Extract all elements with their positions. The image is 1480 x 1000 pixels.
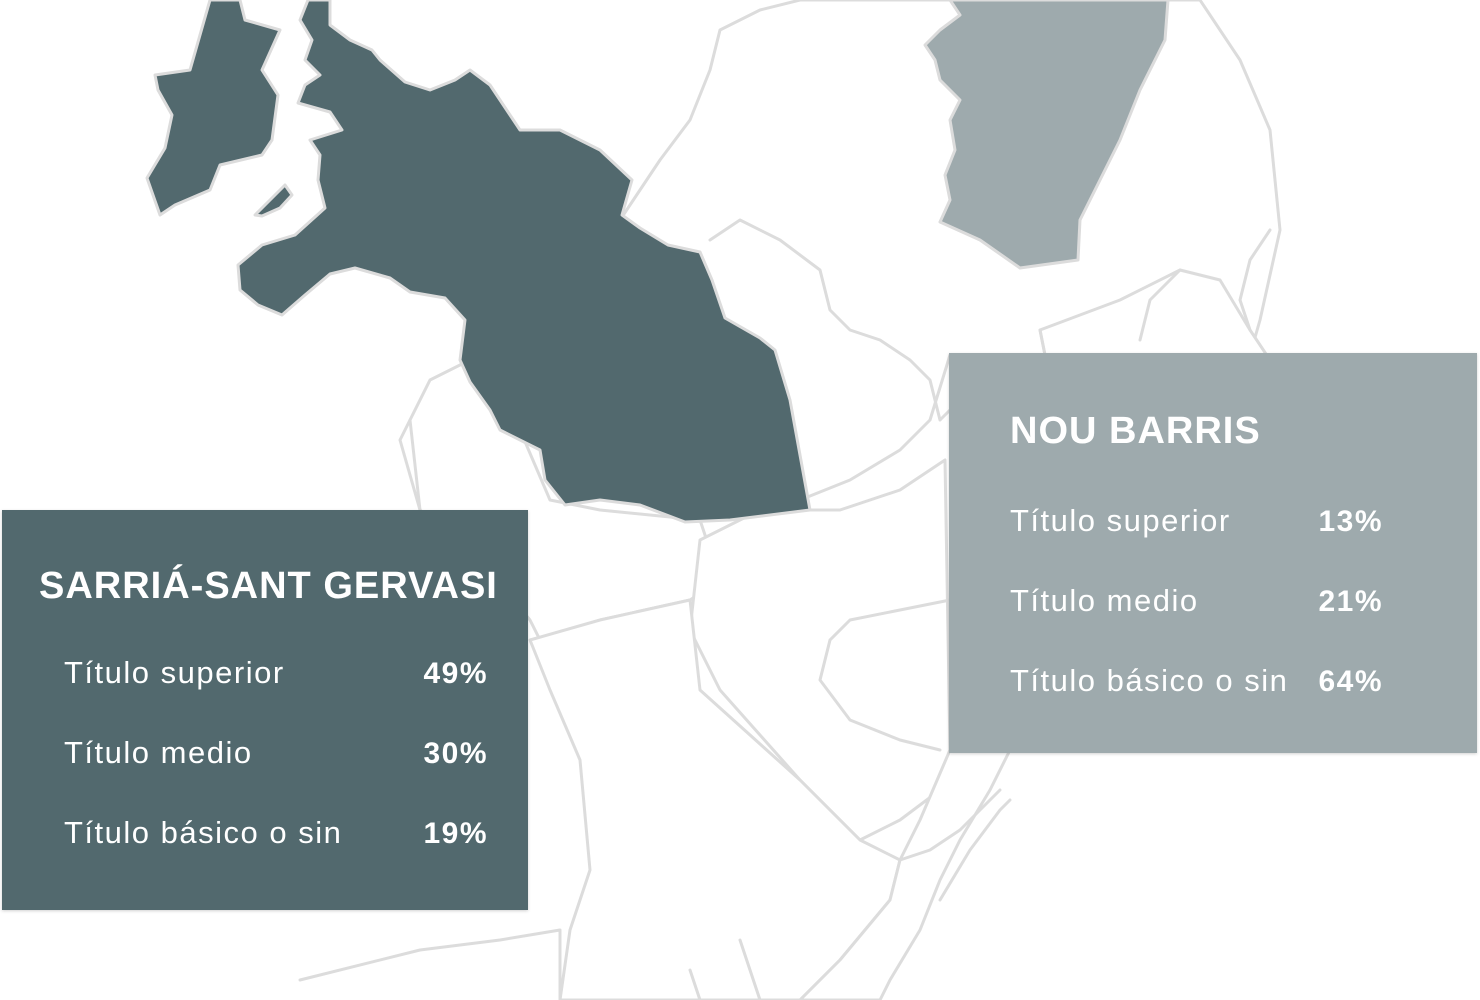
stat-label: Título superior [64, 655, 285, 690]
district-nou-barris[interactable] [923, 0, 1170, 270]
stat-row-titulo-medio: Título medio 21% [1010, 583, 1383, 623]
stat-label: Título básico o sin [64, 815, 343, 850]
district-inlet-islet [253, 183, 294, 218]
card-title: SARRIÁ-SANT GERVASI [39, 565, 498, 607]
stat-row-titulo-superior: Título superior 13% [1010, 503, 1383, 543]
stat-row-titulo-basico: Título básico o sin 19% [64, 815, 488, 855]
stat-row-titulo-superior: Título superior 49% [64, 655, 488, 695]
stat-value: 19% [423, 817, 488, 850]
stat-label: Título medio [1010, 583, 1199, 618]
stat-value: 49% [423, 657, 488, 690]
stat-row-titulo-medio: Título medio 30% [64, 735, 488, 775]
stat-value: 64% [1318, 665, 1383, 698]
sarria-sant-gervasi-card: SARRIÁ-SANT GERVASI Título superior 49% … [2, 510, 528, 910]
district-outline-coast [798, 748, 1012, 1000]
stat-value: 30% [423, 737, 488, 770]
stat-row-titulo-basico: Título básico o sin 64% [1010, 663, 1383, 703]
stat-label: Título básico o sin [1010, 663, 1289, 698]
stat-label: Título superior [1010, 503, 1231, 538]
stat-value: 13% [1318, 505, 1383, 538]
stat-label: Título medio [64, 735, 253, 770]
stat-value: 21% [1318, 585, 1383, 618]
card-title: NOU BARRIS [1010, 410, 1261, 452]
district-sarria-sant-gervasi[interactable] [145, 0, 812, 524]
nou-barris-card: NOU BARRIS Título superior 13% Título me… [949, 353, 1477, 753]
